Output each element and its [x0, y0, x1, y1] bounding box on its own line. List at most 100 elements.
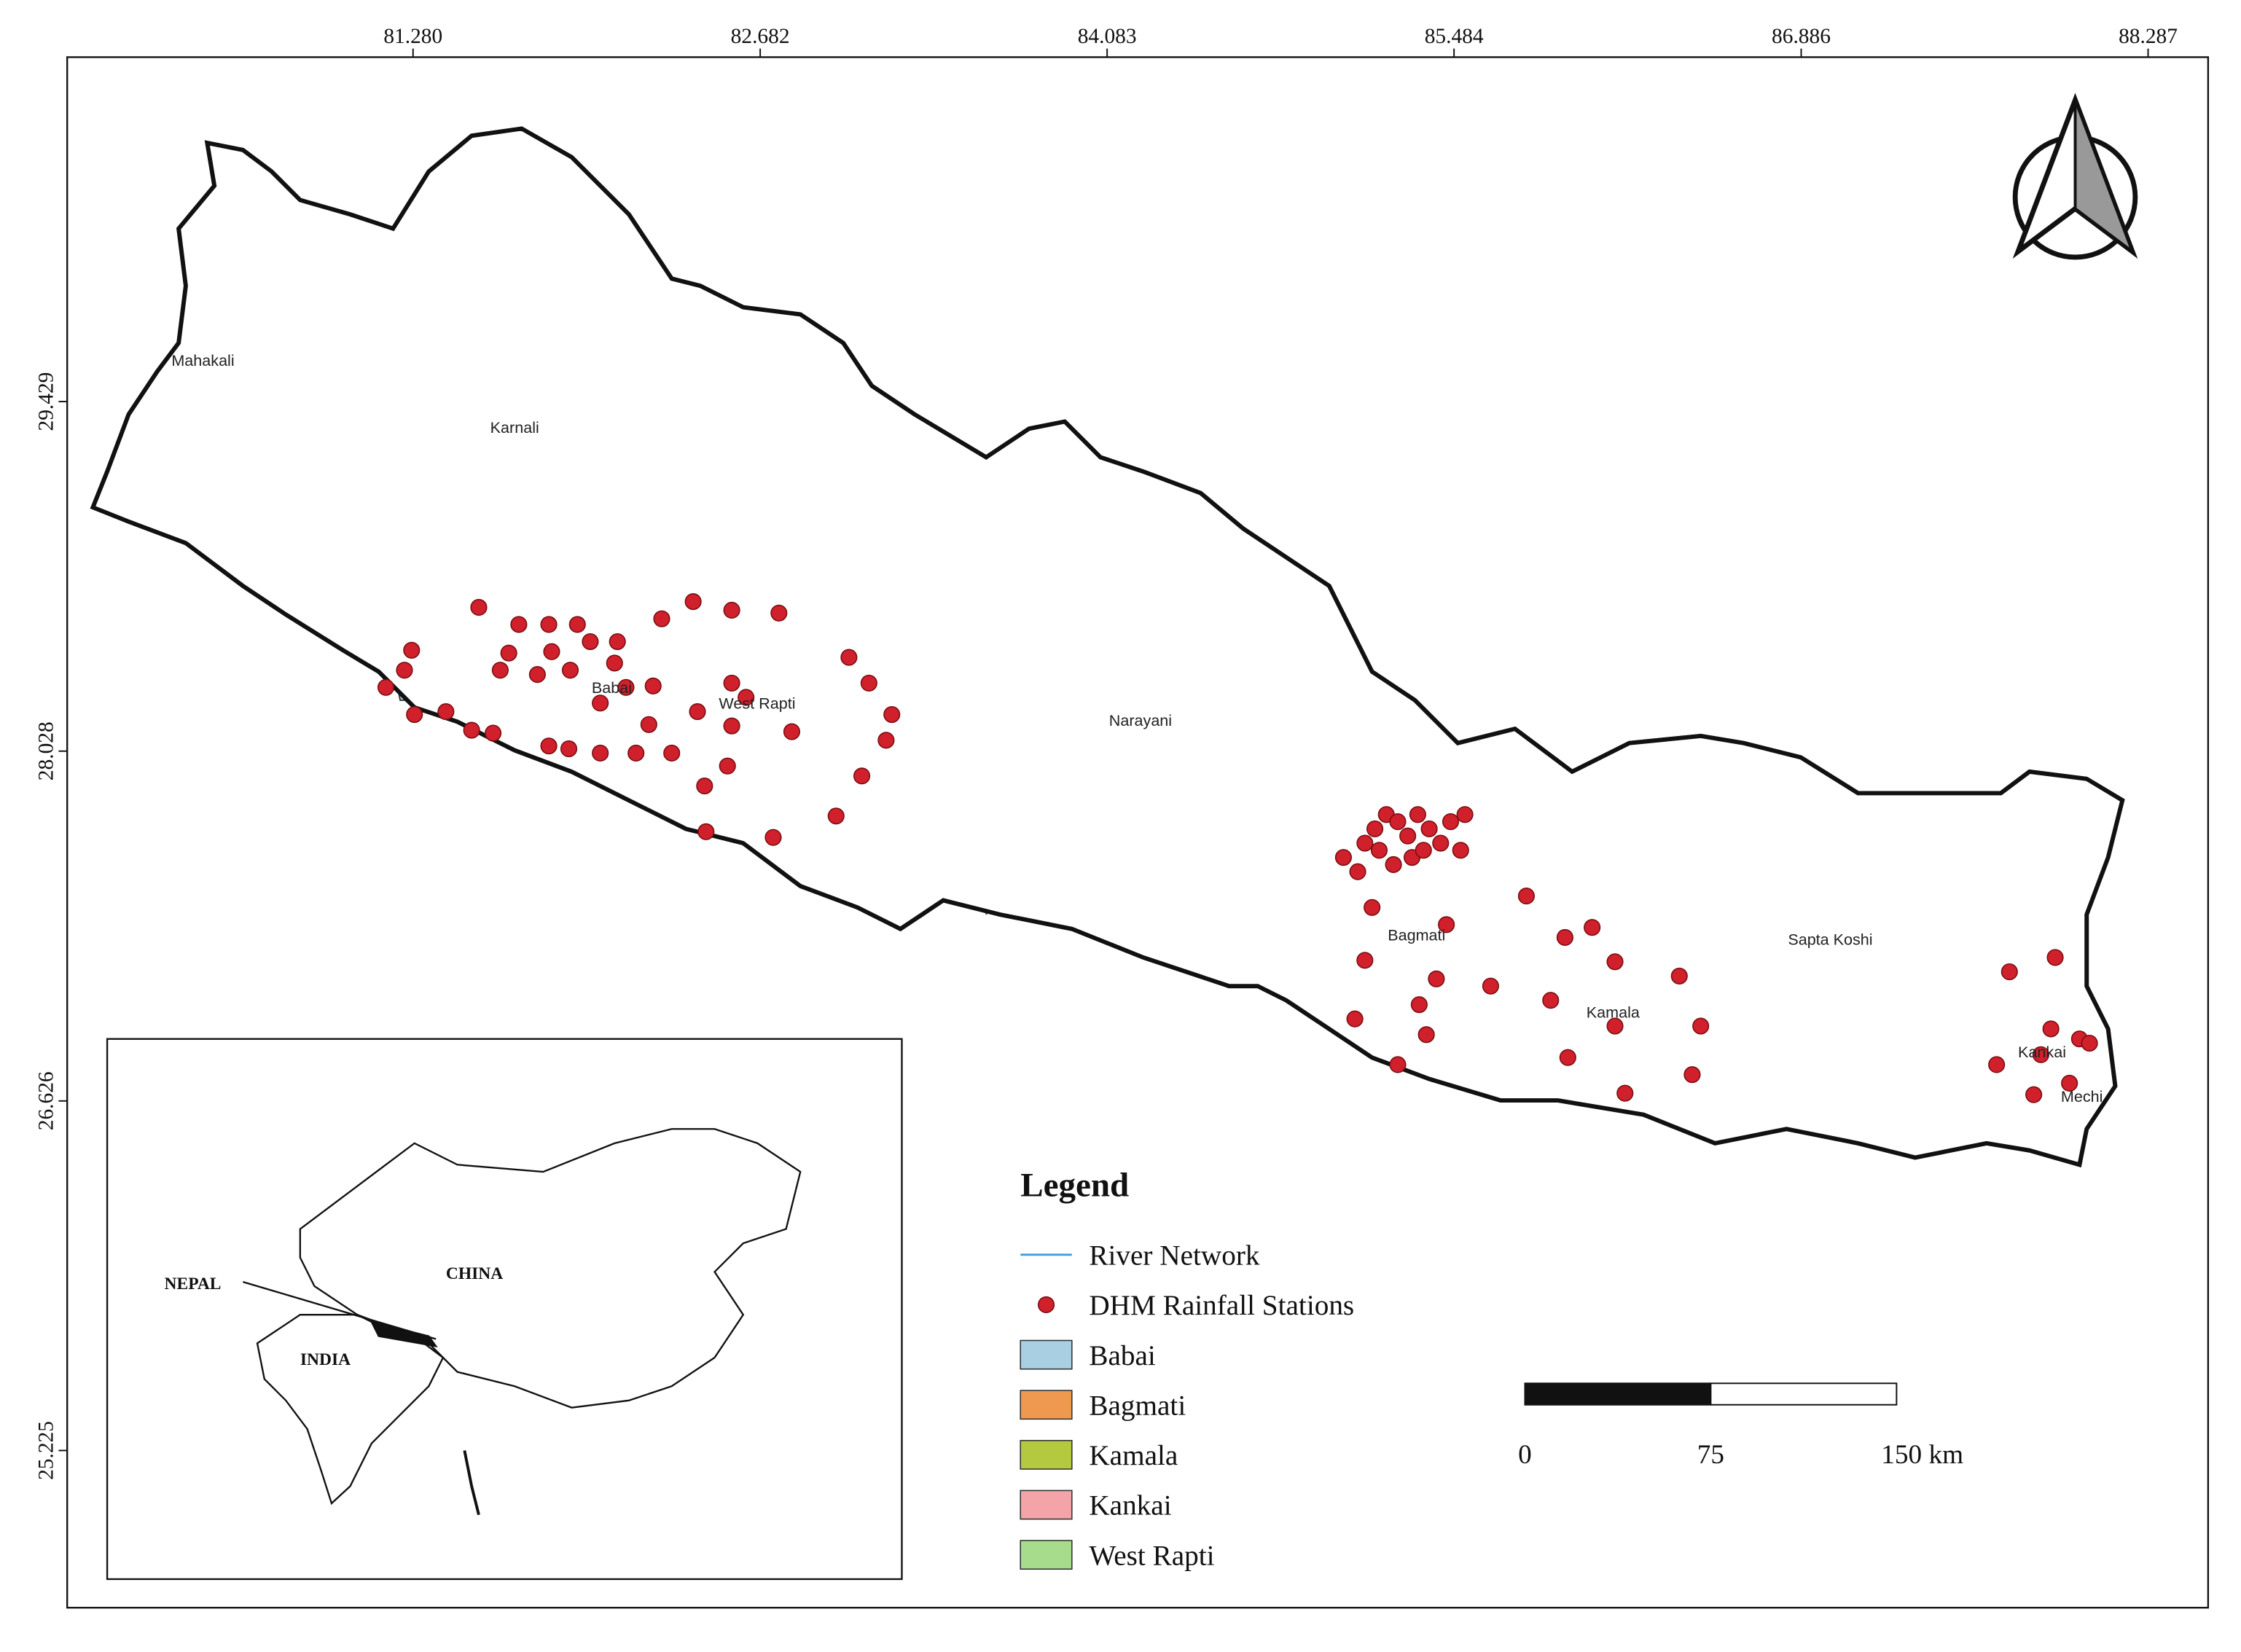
rainfall-station: [689, 703, 706, 721]
rainfall-station: [1606, 1017, 1624, 1035]
rainfall-station: [561, 662, 579, 679]
rainfall-station: [1409, 806, 1426, 823]
rainfall-station: [491, 662, 509, 679]
legend-label: Bagmati: [1089, 1390, 1186, 1421]
legend-label: River Network: [1089, 1240, 1260, 1272]
inset-label: INDIA: [300, 1350, 351, 1369]
lat-tick-label: 29.429: [35, 372, 58, 431]
rainfall-station: [377, 678, 395, 696]
legend-swatch: [1020, 1489, 1073, 1520]
inset-labels: NEPAL CHINA INDIA: [165, 1264, 504, 1369]
rainfall-station: [1370, 842, 1388, 859]
map-frame: [66, 56, 2210, 1609]
scale-white: [1710, 1382, 1898, 1406]
legend-label: Babai: [1089, 1340, 1156, 1371]
lat-tick-label: 25.225: [35, 1421, 58, 1480]
rainfall-station: [696, 778, 713, 795]
rainfall-station: [396, 662, 413, 679]
rainfall-station: [1364, 899, 1381, 916]
rainfall-station: [540, 737, 558, 755]
scale-bar: [1524, 1382, 1898, 1406]
rainfall-station: [1366, 820, 1384, 837]
basin-label: Narayani: [1109, 711, 1172, 729]
rainfall-station: [1692, 1017, 1710, 1035]
basin-label: Kamala: [1587, 1003, 1640, 1021]
rainfall-station: [2046, 949, 2064, 966]
legend-label: DHM Rainfall Stations: [1089, 1290, 1354, 1321]
rainfall-station: [653, 610, 670, 627]
rainfall-station: [2061, 1074, 2078, 1092]
basin-label: Mahakali: [171, 351, 234, 369]
inset-pointer: [243, 1280, 437, 1340]
rainfall-station: [1988, 1056, 2006, 1073]
rainfall-station: [2042, 1020, 2060, 1038]
legend-label: Kankai: [1089, 1490, 1171, 1522]
rainfall-station: [1356, 952, 1374, 969]
legend: River Network DHM Rainfall Stations Babai B…: [1020, 1240, 1354, 1571]
rainfall-station: [853, 767, 871, 785]
rainfall-station: [723, 717, 740, 735]
rainfall-station: [1442, 813, 1460, 831]
rainfall-station: [510, 616, 528, 633]
rainfall-station: [1410, 996, 1428, 1014]
rainfall-station: [1415, 842, 1432, 859]
lon-tick-label: 84.083: [1078, 25, 1137, 48]
rainfall-station: [644, 677, 662, 694]
legend-swatch: [1020, 1540, 1073, 1570]
rainfall-station: [840, 649, 858, 666]
rainfall-station: [1556, 928, 1573, 947]
basin-labels: Mahakali Karnali Babai West Rapti Narayani Ba…: [171, 351, 2103, 1105]
legend-swatch: [1020, 1390, 1073, 1420]
rainfall-station: [1683, 1066, 1701, 1084]
rainfall-station: [543, 643, 560, 660]
rainfall-station: [606, 654, 623, 672]
rainfall-station: [617, 678, 635, 696]
rainfall-station: [783, 723, 801, 740]
north-arrow-half: [2073, 99, 2136, 256]
inset-islands: [463, 1450, 480, 1516]
rainfall-station: [470, 598, 488, 616]
rainfall-station: [406, 705, 423, 724]
lon-tick-label: 86.886: [1772, 25, 1831, 48]
inset-label: NEPAL: [165, 1275, 222, 1293]
rainfall-station: [592, 694, 609, 712]
rainfall-station: [500, 644, 517, 662]
rainfall-station: [1584, 919, 1601, 936]
legend-swatch: [1020, 1439, 1073, 1470]
rainfall-station: [1606, 953, 1624, 971]
rainfall-station: [877, 732, 895, 749]
rainfall-station: [1452, 842, 1469, 859]
rainfall-station: [2025, 1086, 2043, 1103]
inset-frame: [106, 1038, 903, 1581]
rainfall-station: [1428, 970, 1445, 987]
basin-label: Mechi: [2061, 1087, 2103, 1105]
inset-label: CHINA: [446, 1264, 503, 1283]
rainfall-station: [627, 744, 645, 762]
basin-label: Kankai: [2018, 1043, 2066, 1061]
rainfall-station: [463, 721, 480, 739]
rainfall-station: [1559, 1049, 1576, 1066]
scale-label: 0: [1518, 1440, 1532, 1470]
north-arrow: [2012, 93, 2138, 260]
rainfall-station: [684, 593, 702, 611]
basin-label: Bagmati: [1388, 925, 1445, 944]
rainfall-station: [403, 641, 421, 659]
rainfall-station: [2081, 1035, 2098, 1052]
rainfall-station: [592, 744, 609, 762]
rainfall-station: [1517, 888, 1536, 905]
rainfall-station: [609, 633, 626, 651]
rainfall-station: [528, 666, 546, 684]
rainfall-station: [1420, 820, 1438, 837]
rainfall-station: [485, 724, 502, 742]
rainfall-station: [1670, 967, 1688, 984]
basin-label: Babai: [592, 678, 632, 697]
rainfall-station: [1438, 916, 1455, 933]
rainfall-station: [697, 823, 715, 840]
basin-label: Sapta Koshi: [1788, 930, 1872, 948]
scale-black: [1524, 1382, 1712, 1406]
rainfall-station: [560, 740, 578, 758]
legend-label: Kamala: [1089, 1440, 1178, 1471]
rainfall-station: [827, 807, 845, 825]
